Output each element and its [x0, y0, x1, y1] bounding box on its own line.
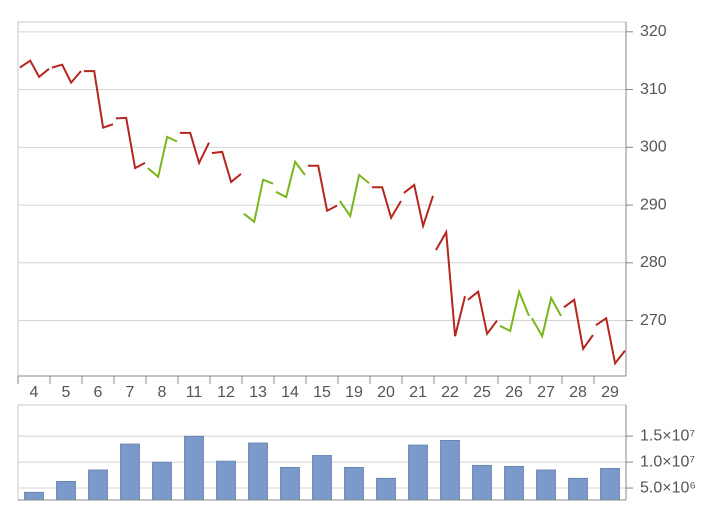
ohlc-line	[179, 131, 210, 166]
x-tick-label: 12	[217, 384, 235, 401]
y-tick-label: 310	[640, 81, 667, 98]
ohlc-line	[115, 116, 146, 170]
volume-bar	[280, 466, 300, 501]
ohlc-line	[467, 289, 498, 337]
ohlc-line	[83, 70, 114, 130]
y-tick-label: 1.5×10⁷	[640, 427, 695, 444]
x-tick-label: 26	[505, 384, 523, 401]
x-tick-label: 15	[313, 384, 331, 401]
ohlc-line	[339, 173, 370, 219]
ohlc-line	[307, 164, 338, 213]
volume-bar	[472, 464, 492, 501]
ohlc-line	[243, 178, 274, 224]
volume-bar	[248, 442, 268, 501]
y-tick-label: 1.0×10⁷	[640, 453, 695, 470]
x-tick-label: 21	[409, 384, 427, 401]
y-tick-label: 290	[640, 196, 667, 213]
y-tick-label: 300	[640, 139, 667, 156]
volume-bar	[24, 491, 44, 501]
ohlc-line	[531, 295, 562, 339]
x-tick-label: 27	[537, 384, 555, 401]
volume-bar	[312, 455, 332, 501]
ohlc-line	[435, 228, 466, 337]
volume-bar	[440, 440, 460, 501]
volume-bar	[152, 461, 172, 501]
x-tick-label: 5	[62, 384, 71, 401]
ohlc-line	[371, 186, 402, 221]
x-tick-label: 13	[249, 384, 267, 401]
volume-bar	[120, 443, 140, 501]
ohlc-line	[595, 316, 626, 366]
ohlc-line	[147, 135, 178, 179]
volume-bar	[408, 444, 428, 501]
volume-bar	[184, 435, 204, 501]
volume-bar	[344, 466, 364, 501]
volume-bar	[216, 460, 236, 501]
volume-bar	[504, 465, 524, 501]
x-tick-label: 22	[441, 384, 459, 401]
y-tick-label: 320	[640, 23, 667, 40]
y-tick-label: 280	[640, 254, 667, 271]
y-tick-label: 5.0×10⁶	[640, 479, 696, 496]
x-tick-label: 7	[126, 384, 135, 401]
ohlc-line	[403, 183, 434, 230]
volume-bar	[376, 477, 396, 501]
y-tick-label: 270	[640, 312, 667, 329]
x-tick-label: 6	[94, 384, 103, 401]
volume-bar	[536, 469, 556, 501]
x-tick-label: 28	[569, 384, 587, 401]
x-tick-label: 4	[30, 384, 39, 401]
ohlc-line	[499, 288, 530, 333]
x-tick-label: 19	[345, 384, 363, 401]
volume-bar	[88, 469, 108, 501]
x-tick-label: 14	[281, 384, 299, 401]
ohlc-line	[211, 150, 242, 184]
volume-bar	[56, 481, 76, 501]
x-tick-label: 25	[473, 384, 491, 401]
ohlc-line	[51, 63, 82, 85]
x-tick-label: 8	[158, 384, 167, 401]
ohlc-line	[563, 298, 594, 352]
volume-bar	[568, 477, 588, 501]
ohlc-line	[19, 59, 50, 79]
x-tick-label: 20	[377, 384, 395, 401]
volume-bar	[600, 468, 620, 501]
x-tick-label: 29	[601, 384, 619, 401]
ohlc-line	[275, 159, 306, 199]
x-tick-label: 11	[186, 384, 203, 401]
